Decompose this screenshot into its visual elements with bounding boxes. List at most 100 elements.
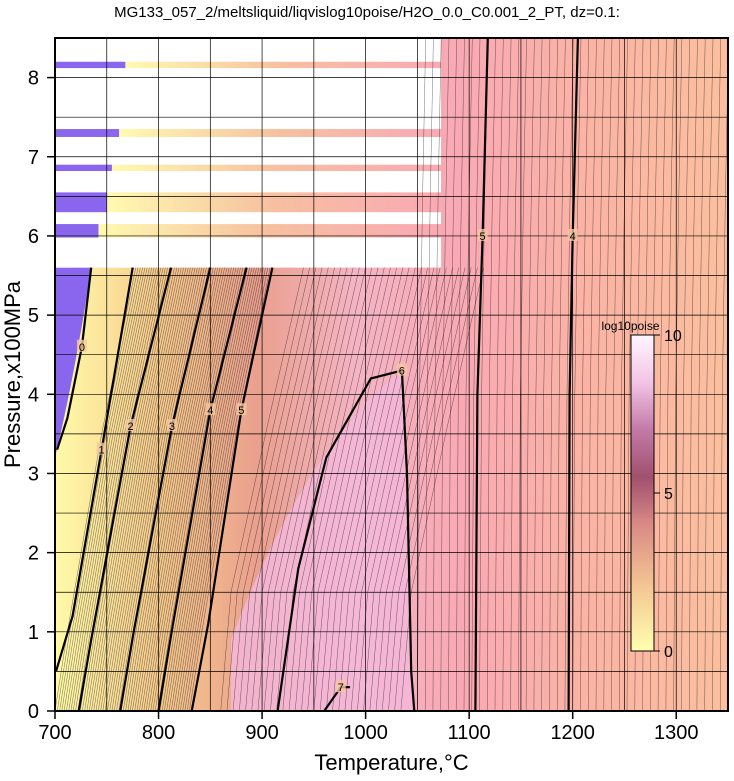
minor-contour: [455, 38, 465, 711]
minor-contour: [175, 267, 257, 711]
minor-contour: [127, 267, 209, 711]
minor-contour: [189, 267, 271, 711]
minor-contour: [132, 267, 214, 711]
data-band-low: [55, 224, 99, 238]
minor-contour: [239, 267, 323, 711]
minor-contour: [301, 267, 385, 711]
contour-label-bg: [96, 442, 107, 455]
minor-contour: [186, 267, 269, 711]
y-tick-label: 2: [28, 543, 39, 565]
minor-contour: [282, 267, 366, 711]
minor-contour: [150, 267, 232, 711]
contour-label: 4: [570, 231, 576, 243]
y-tick-label: 7: [28, 147, 39, 169]
minor-contour: [440, 38, 450, 711]
minor-contour: [580, 38, 589, 711]
minor-contour: [98, 267, 180, 711]
minor-contour: [518, 38, 527, 711]
boundary-strip: [441, 38, 445, 268]
y-tick-label: 1: [28, 622, 39, 644]
minor-contour: [688, 38, 698, 711]
minor-contour: [173, 267, 255, 711]
minor-contour: [66, 267, 148, 711]
contour-label-bg: [166, 418, 177, 431]
minor-contour: [357, 267, 441, 711]
minor-contour: [657, 38, 667, 711]
minor-contour: [494, 38, 504, 711]
minor-contour: [129, 267, 212, 711]
minor-contour: [152, 267, 234, 711]
minor-contour: [338, 267, 422, 711]
y-tick-label: 3: [28, 463, 39, 485]
contour-label-bg: [205, 403, 216, 416]
y-axis-label: Pressure,x100MPa: [0, 280, 25, 468]
contour-label: 5: [238, 405, 244, 417]
minor-contour: [541, 38, 551, 711]
minor-contour: [424, 38, 434, 711]
data-band: [125, 61, 442, 69]
minor-contour: [394, 267, 478, 711]
contour-3: [119, 267, 212, 711]
minor-contour: [294, 267, 379, 711]
minor-contour: [104, 267, 187, 711]
data-band-low: [55, 192, 107, 213]
minor-contour: [91, 267, 173, 711]
minor-contour: [157, 267, 239, 711]
colorbar-tick-label: 5: [664, 486, 673, 503]
contour-label-bg: [125, 418, 136, 431]
contour-label: 4: [207, 405, 213, 417]
colorbar-label: log10poise: [601, 319, 659, 333]
minor-contour: [471, 38, 481, 711]
minor-contour: [270, 267, 354, 711]
minor-contour: [63, 267, 146, 711]
minor-contour: [102, 267, 184, 711]
contour-5: [190, 267, 274, 711]
y-tick-label: 5: [28, 305, 39, 327]
viscosity-peak-region: [231, 370, 413, 711]
minor-contour: [432, 38, 442, 711]
minor-contour: [463, 38, 473, 711]
minor-contour: [95, 267, 178, 711]
x-axis-label: Temperature,°C: [314, 750, 468, 775]
minor-contour: [84, 267, 166, 711]
minor-contour: [111, 267, 193, 711]
minor-contour: [681, 38, 690, 711]
minor-contour: [319, 267, 404, 711]
data-band: [119, 129, 442, 137]
contour-label-bg: [335, 680, 346, 693]
x-tick-label: 1000: [343, 722, 388, 744]
minor-contour: [313, 267, 397, 711]
minor-contour: [564, 38, 574, 711]
y-tick-label: 6: [28, 226, 39, 248]
data-band-low: [55, 61, 126, 69]
data-band: [98, 224, 442, 238]
minor-contour: [148, 267, 230, 711]
colorbar: [630, 334, 655, 652]
minor-contour: [77, 267, 159, 711]
minor-contour: [109, 267, 191, 711]
minor-contour: [93, 267, 175, 711]
contour-label: 6: [399, 366, 405, 378]
contour-label-bg: [396, 363, 407, 376]
minor-contour: [116, 267, 198, 711]
minor-contour: [251, 267, 335, 711]
minor-contour: [696, 38, 706, 711]
minor-contour: [226, 267, 310, 711]
minor-contour: [88, 267, 171, 711]
minor-contour: [704, 38, 714, 711]
minor-contour: [375, 267, 460, 711]
x-tick-label: 700: [38, 722, 71, 744]
minor-contour: [263, 267, 348, 711]
minor-contour: [326, 267, 410, 711]
contour-label-bg: [76, 339, 87, 352]
colorbar-tick-label: 10: [664, 328, 682, 345]
minor-contour: [344, 267, 428, 711]
minor-contour: [166, 267, 248, 711]
minor-contour: [350, 267, 435, 711]
x-tick-label: 1100: [448, 722, 491, 744]
minor-contour: [276, 267, 360, 711]
x-tick-label: 800: [142, 722, 175, 744]
minor-contour: [417, 38, 426, 711]
